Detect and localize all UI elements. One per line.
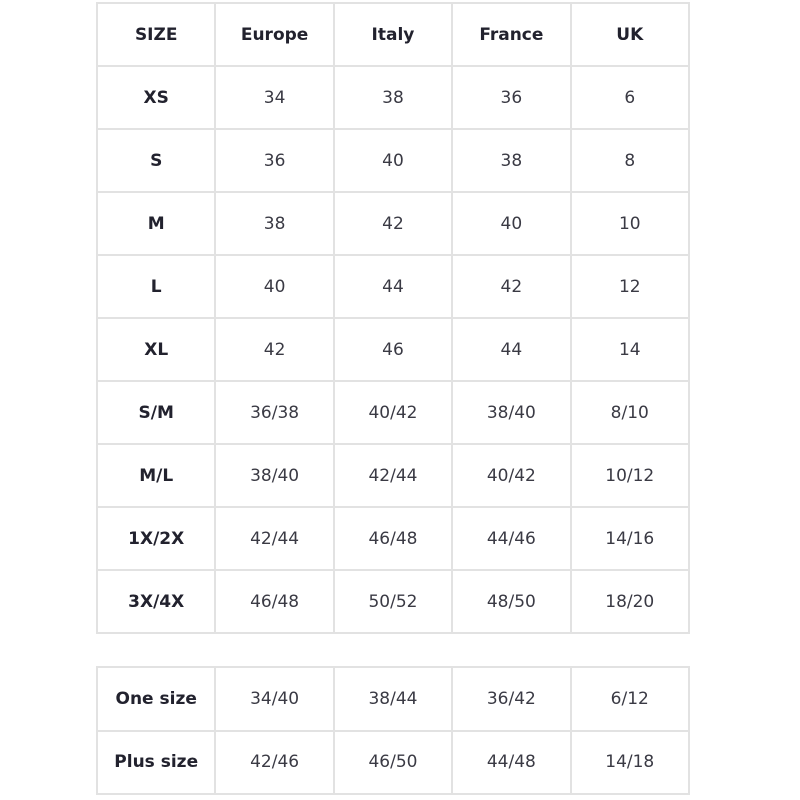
size-value-cell: 42/44: [214, 506, 335, 571]
size-value-cell: 8/10: [569, 380, 690, 445]
size-value-cell: 10: [569, 191, 690, 256]
size-value-cell: 14/16: [569, 506, 690, 571]
size-value-cell: 14: [569, 317, 690, 382]
size-value-cell: 40: [214, 254, 335, 319]
size-value-cell: 18/20: [569, 569, 690, 634]
table-row: 1X/2X 42/44 46/48 44/46 14/16: [95, 506, 690, 571]
size-value-cell: 44: [332, 254, 454, 319]
size-value-cell: 36/42: [451, 666, 572, 732]
size-value-cell: 6: [569, 65, 690, 130]
size-value-cell: 36/38: [214, 380, 335, 445]
size-label-cell: XL: [95, 317, 217, 382]
size-value-cell: 42/44: [332, 443, 454, 508]
size-value-cell: 50/52: [332, 569, 454, 634]
table-row: Plus size 42/46 46/50 44/48 14/18: [95, 729, 690, 795]
size-value-cell: 10/12: [569, 443, 690, 508]
column-header: Europe: [214, 2, 335, 67]
table-row: M 38 42 40 10: [95, 191, 690, 256]
size-value-cell: 8: [569, 128, 690, 193]
size-value-cell: 38/44: [332, 666, 454, 732]
size-value-cell: 44/46: [451, 506, 572, 571]
size-value-cell: 44: [451, 317, 572, 382]
size-value-cell: 40/42: [451, 443, 572, 508]
size-value-cell: 42: [451, 254, 572, 319]
size-label-cell: 1X/2X: [95, 506, 217, 571]
size-label-cell: Plus size: [95, 729, 217, 795]
size-value-cell: 46/50: [332, 729, 454, 795]
header-row: SIZE Europe Italy France UK: [95, 2, 690, 67]
size-value-cell: 40: [332, 128, 454, 193]
size-label-cell: L: [95, 254, 217, 319]
size-value-cell: 46: [332, 317, 454, 382]
size-value-cell: 46/48: [332, 506, 454, 571]
size-label-cell: XS: [95, 65, 217, 130]
table-row: L 40 44 42 12: [95, 254, 690, 319]
table-row: S/M 36/38 40/42 38/40 8/10: [95, 380, 690, 445]
size-value-cell: 38/40: [451, 380, 572, 445]
size-label-cell: One size: [95, 666, 217, 732]
size-value-cell: 36: [451, 65, 572, 130]
table-row: S 36 40 38 8: [95, 128, 690, 193]
size-label-cell: M: [95, 191, 217, 256]
size-value-cell: 38: [214, 191, 335, 256]
size-label-cell: 3X/4X: [95, 569, 217, 634]
table-row: M/L 38/40 42/44 40/42 10/12: [95, 443, 690, 508]
size-value-cell: 40: [451, 191, 572, 256]
size-value-cell: 42: [332, 191, 454, 256]
size-value-cell: 40/42: [332, 380, 454, 445]
column-header: France: [451, 2, 572, 67]
table-row: One size 34/40 38/44 36/42 6/12: [95, 666, 690, 732]
size-value-cell: 34: [214, 65, 335, 130]
size-value-cell: 46/48: [214, 569, 335, 634]
size-value-cell: 38/40: [214, 443, 335, 508]
size-label-cell: M/L: [95, 443, 217, 508]
size-value-cell: 38: [332, 65, 454, 130]
size-conversion-table: SIZE Europe Italy France UK XS 34 38 36 6 S 36 40 38 8…: [95, 2, 690, 634]
size-value-cell: 38: [451, 128, 572, 193]
size-value-cell: 42: [214, 317, 335, 382]
size-value-cell: 48/50: [451, 569, 572, 634]
table-row: 3X/4X 46/48 50/52 48/50 18/20: [95, 569, 690, 634]
size-value-cell: 36: [214, 128, 335, 193]
size-value-cell: 6/12: [569, 666, 690, 732]
size-label-cell: S: [95, 128, 217, 193]
table-row: XL 42 46 44 14: [95, 317, 690, 382]
column-header: UK: [569, 2, 690, 67]
special-size-table: One size 34/40 38/44 36/42 6/12 Plus size 42/4…: [95, 666, 690, 795]
column-header: SIZE: [95, 2, 217, 67]
size-value-cell: 44/48: [451, 729, 572, 795]
table-row: XS 34 38 36 6: [95, 65, 690, 130]
size-label-cell: S/M: [95, 380, 217, 445]
size-value-cell: 12: [569, 254, 690, 319]
size-value-cell: 42/46: [214, 729, 335, 795]
size-value-cell: 34/40: [214, 666, 335, 732]
column-header: Italy: [332, 2, 454, 67]
size-value-cell: 14/18: [569, 729, 690, 795]
